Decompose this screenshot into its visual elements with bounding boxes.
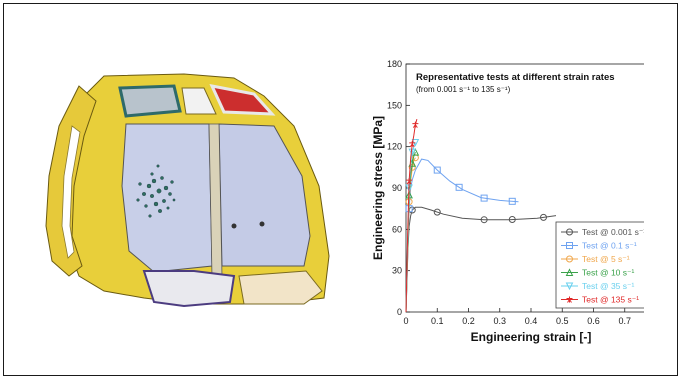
x-tick-label: 0 xyxy=(403,316,408,326)
y-tick-label: 90 xyxy=(392,183,402,193)
series-marker-0 xyxy=(508,216,516,224)
y-axis-label: Engineering stress [MPa] xyxy=(371,116,385,260)
legend-marker xyxy=(565,268,574,276)
stress-strain-chart: 00.10.20.30.40.50.60.70.8030609012015018… xyxy=(371,59,644,344)
series-marker-5 xyxy=(406,178,413,185)
y-tick-label: 150 xyxy=(387,100,402,110)
cockpit-model-image xyxy=(45,73,330,308)
series-marker-5 xyxy=(412,121,419,128)
legend-marker xyxy=(566,296,573,303)
series-marker-0 xyxy=(480,216,488,224)
x-tick-label: 0.2 xyxy=(462,316,475,326)
legend-marker xyxy=(566,228,573,236)
legend-marker xyxy=(566,242,573,249)
legend-entry: Test @ 10 s⁻¹ xyxy=(582,268,634,278)
legend-entry: Test @ 0.1 s⁻¹ xyxy=(582,241,637,251)
figure-frame: 00.10.20.30.40.50.60.70.8030609012015018… xyxy=(3,3,678,376)
x-tick-label: 0.7 xyxy=(618,316,631,326)
series-marker-1 xyxy=(433,166,441,174)
y-tick-label: 180 xyxy=(387,59,402,69)
legend-marker xyxy=(565,282,574,291)
x-tick-label: 0.3 xyxy=(493,316,506,326)
y-tick-label: 120 xyxy=(387,142,402,152)
series-line-1 xyxy=(405,158,519,313)
series-marker-5 xyxy=(409,140,416,148)
legend-entry: Test @ 35 s⁻¹ xyxy=(582,281,634,291)
series-marker-1 xyxy=(455,183,463,191)
x-tick-label: 0.1 xyxy=(431,316,444,326)
y-tick-label: 30 xyxy=(392,266,402,276)
chart-title: Representative tests at different strain… xyxy=(416,72,615,83)
x-axis-label: Engineering strain [-] xyxy=(471,330,592,344)
series-marker-1 xyxy=(508,197,516,205)
x-tick-label: 0.4 xyxy=(525,316,538,326)
x-tick-label: 0.5 xyxy=(556,316,569,326)
legend-box xyxy=(555,221,644,309)
legend-entry: Test @ 135 s⁻¹ xyxy=(582,295,639,305)
series-marker-4 xyxy=(408,148,417,157)
chart-subtitle: (from 0.001 s⁻¹ to 135 s⁻¹) xyxy=(416,85,511,94)
series-marker-1 xyxy=(480,194,488,202)
series-line-5 xyxy=(405,118,418,313)
series-line-0 xyxy=(405,206,557,313)
y-tick-label: 0 xyxy=(397,307,402,317)
series-marker-0 xyxy=(433,208,441,216)
x-tick-label: 0.6 xyxy=(587,316,600,326)
legend-entry: Test @ 0.001 s⁻¹ xyxy=(582,227,644,237)
series-marker-0 xyxy=(540,213,547,221)
legend-marker xyxy=(566,255,573,263)
y-tick-label: 60 xyxy=(392,224,402,234)
legend-entry: Test @ 5 s⁻¹ xyxy=(582,254,630,264)
